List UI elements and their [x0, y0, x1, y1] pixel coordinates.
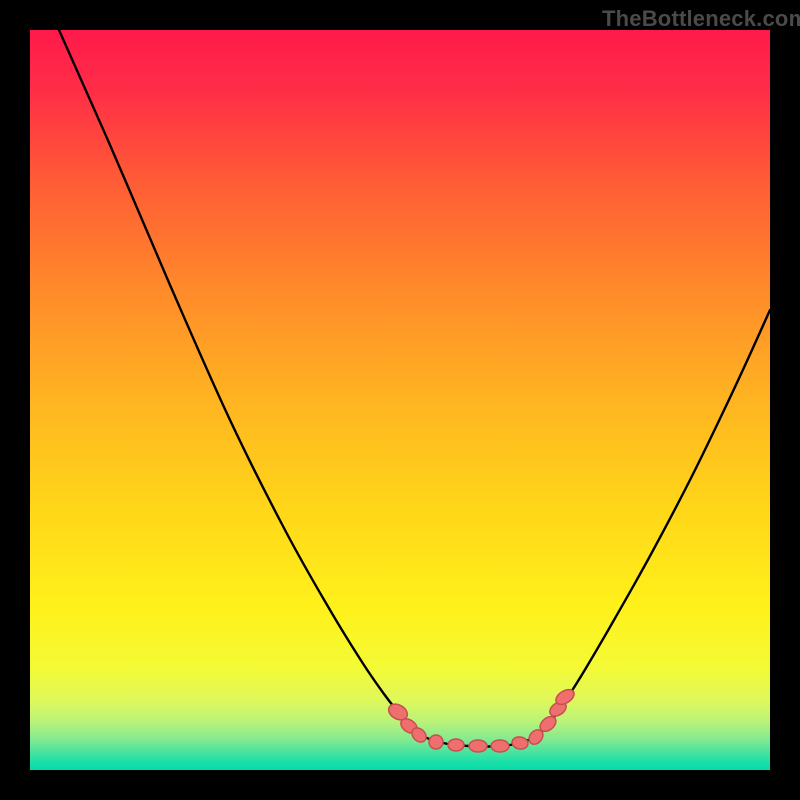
plot-gradient-background: [30, 30, 770, 770]
credit-label: TheBottleneck.com: [602, 6, 800, 32]
